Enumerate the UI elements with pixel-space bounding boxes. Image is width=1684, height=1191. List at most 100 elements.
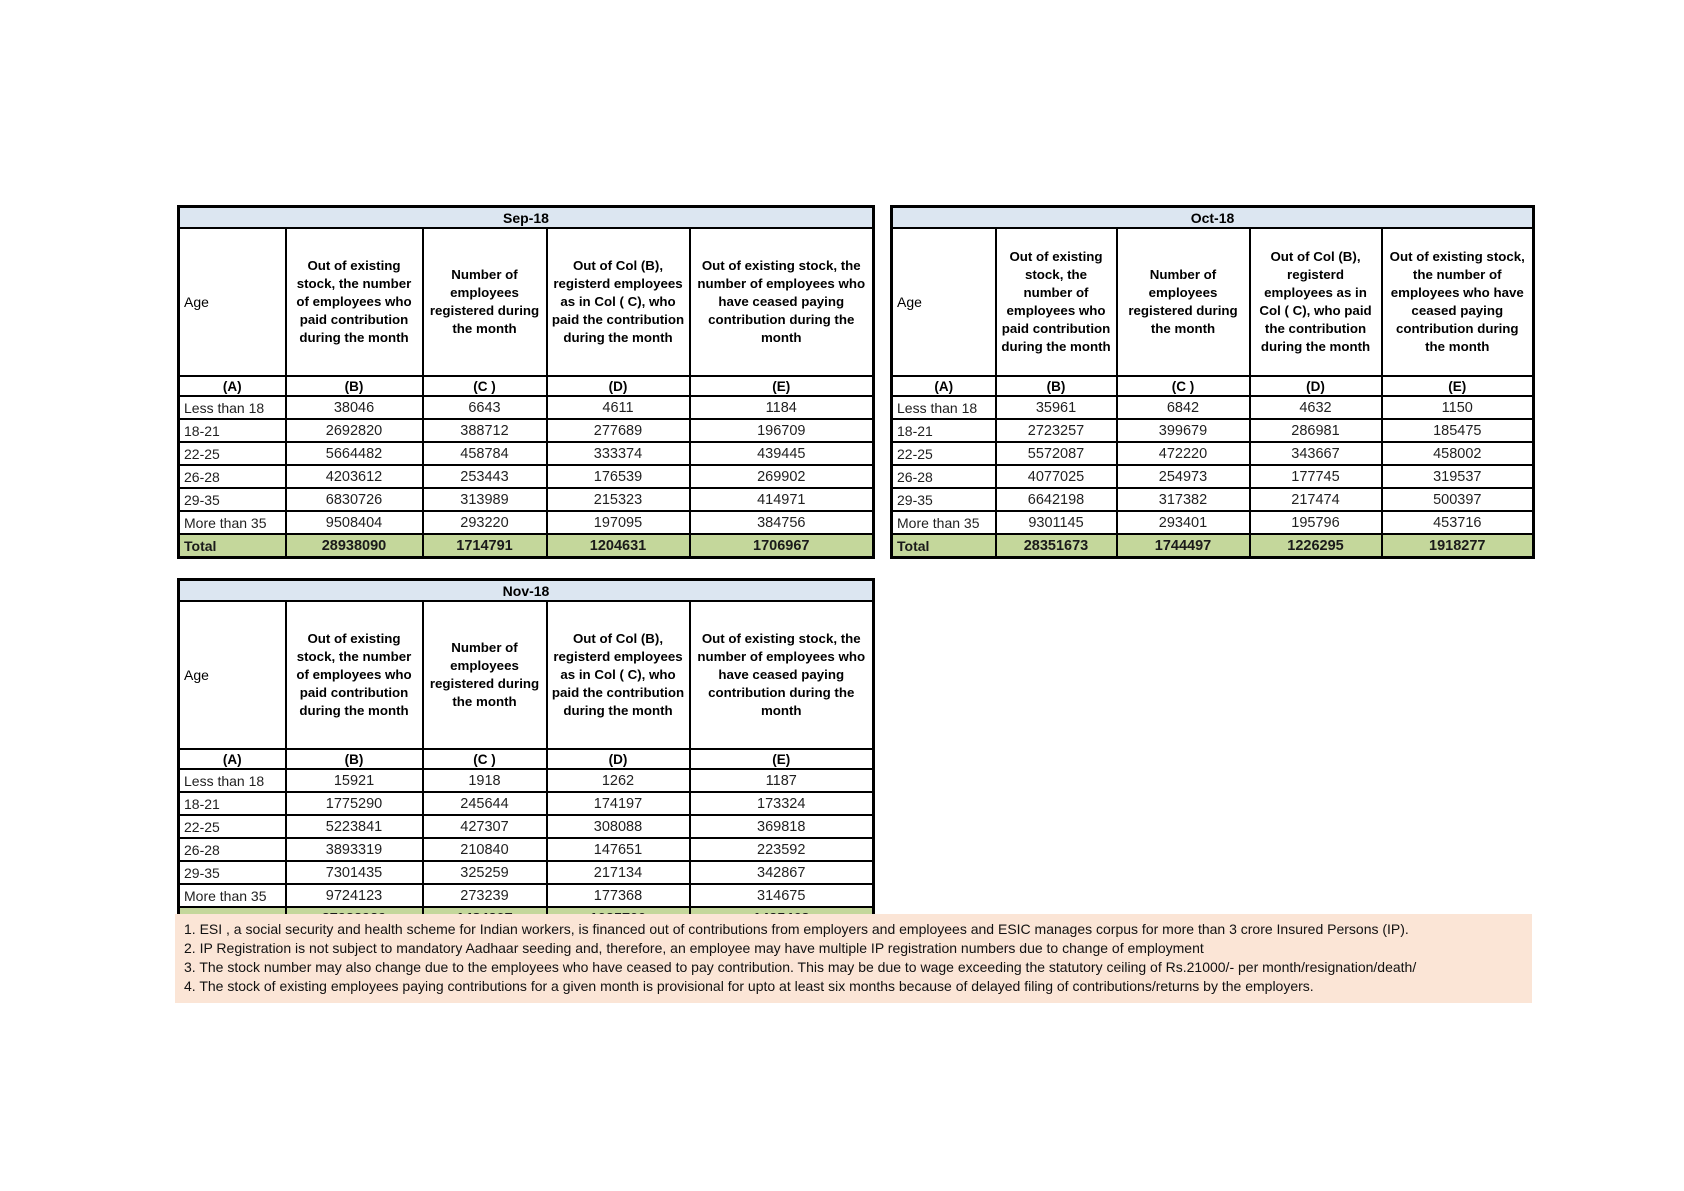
value-cell: 277689 <box>545 418 691 443</box>
value-cell: 314675 <box>688 883 875 908</box>
value-cell: 6642198 <box>994 487 1118 512</box>
table-row: 18-21 2692820 388712 277689 196709 <box>177 418 875 443</box>
col-header-age: Age <box>890 227 997 377</box>
value-cell: 388712 <box>421 418 548 443</box>
col-header-b: Out of existing stock, the number of emp… <box>284 227 424 377</box>
value-cell: 4203612 <box>284 464 424 489</box>
col-letter-d: (D) <box>545 375 691 397</box>
col-header-c: Number of employees registered during th… <box>421 227 548 377</box>
age-label-cell: 29-35 <box>177 860 287 885</box>
footnote-1: 1. ESI , a social security and health sc… <box>184 921 1409 937</box>
footnote-2: 2. IP Registration is not subject to man… <box>184 940 1204 956</box>
value-cell: 245644 <box>421 791 548 816</box>
value-cell: 293220 <box>421 510 548 535</box>
value-cell: 325259 <box>421 860 548 885</box>
value-cell: 293401 <box>1115 510 1251 535</box>
table-row: 29-35 7301435 325259 217134 342867 <box>177 860 875 885</box>
value-cell: 5572087 <box>994 441 1118 466</box>
col-letter-e: (E) <box>1380 375 1535 397</box>
value-cell: 6643 <box>421 395 548 420</box>
col-header-d: Out of Col (B), registerd employees as i… <box>545 227 691 377</box>
age-label-cell: 26-28 <box>890 464 997 489</box>
table-row: More than 35 9724123 273239 177368 314675 <box>177 883 875 908</box>
value-cell: 35961 <box>994 395 1118 420</box>
column-letter-row: (A) (B) (C ) (D) (E) <box>177 375 875 397</box>
col-header-e: Out of existing stock, the number of emp… <box>688 227 875 377</box>
value-cell: 453716 <box>1380 510 1535 535</box>
value-cell: 217474 <box>1248 487 1383 512</box>
value-cell: 427307 <box>421 814 548 839</box>
value-cell: 1714791 <box>421 533 548 559</box>
value-cell: 439445 <box>688 441 875 466</box>
col-header-b: Out of existing stock, the number of emp… <box>994 227 1118 377</box>
age-label-cell: 26-28 <box>177 837 287 862</box>
col-header-age: Age <box>177 600 287 750</box>
value-cell: 3893319 <box>284 837 424 862</box>
table-body: Less than 18 38046 6643 4611 1184 18-21 269282… <box>177 395 875 559</box>
value-cell: 308088 <box>545 814 691 839</box>
col-letter-e: (E) <box>688 748 875 770</box>
value-cell: 9724123 <box>284 883 424 908</box>
col-header-c: Number of employees registered during th… <box>421 600 548 750</box>
value-cell: 176539 <box>545 464 691 489</box>
total-label-cell: Total <box>177 533 287 559</box>
value-cell: 185475 <box>1380 418 1535 443</box>
value-cell: 5664482 <box>284 441 424 466</box>
col-header-e: Out of existing stock, the number of emp… <box>688 600 875 750</box>
age-label-cell: More than 35 <box>890 510 997 535</box>
col-header-b: Out of existing stock, the number of emp… <box>284 600 424 750</box>
value-cell: 7301435 <box>284 860 424 885</box>
table-title: Sep-18 <box>177 205 875 229</box>
col-letter-d: (D) <box>545 748 691 770</box>
value-cell: 342867 <box>688 860 875 885</box>
month-table-oct-18: Oct-18 Age Out of existing stock, the nu… <box>890 205 1536 559</box>
value-cell: 9508404 <box>284 510 424 535</box>
age-label-cell: 22-25 <box>890 441 997 466</box>
value-cell: 458002 <box>1380 441 1535 466</box>
value-cell: 28351673 <box>994 533 1118 559</box>
col-header-d: Out of Col (B), registerd employees as i… <box>545 600 691 750</box>
col-header-e: Out of existing stock, the number of emp… <box>1380 227 1535 377</box>
value-cell: 177745 <box>1248 464 1383 489</box>
table-title: Oct-18 <box>890 205 1535 229</box>
value-cell: 210840 <box>421 837 548 862</box>
value-cell: 254973 <box>1115 464 1251 489</box>
age-label-cell: More than 35 <box>177 883 287 908</box>
month-table-sep-18: Sep-18 Age Out of existing stock, the nu… <box>177 205 876 559</box>
value-cell: 4611 <box>545 395 691 420</box>
value-cell: 399679 <box>1115 418 1251 443</box>
table-row: 22-25 5223841 427307 308088 369818 <box>177 814 875 839</box>
age-label-cell: Less than 18 <box>177 395 287 420</box>
column-letter-row: (A) (B) (C ) (D) (E) <box>890 375 1535 397</box>
col-header-d: Out of Col (B), registerd employees as i… <box>1248 227 1383 377</box>
value-cell: 343667 <box>1248 441 1383 466</box>
value-cell: 414971 <box>688 487 875 512</box>
table-row: 18-21 1775290 245644 174197 173324 <box>177 791 875 816</box>
value-cell: 173324 <box>688 791 875 816</box>
value-cell: 1204631 <box>545 533 691 559</box>
age-label-cell: 18-21 <box>177 791 287 816</box>
value-cell: 177368 <box>545 883 691 908</box>
col-letter-e: (E) <box>688 375 875 397</box>
value-cell: 458784 <box>421 441 548 466</box>
value-cell: 1226295 <box>1248 533 1383 559</box>
table-row: 29-35 6642198 317382 217474 500397 <box>890 487 1535 512</box>
value-cell: 38046 <box>284 395 424 420</box>
age-label-cell: 18-21 <box>890 418 997 443</box>
value-cell: 2723257 <box>994 418 1118 443</box>
table-body: Less than 18 35961 6842 4632 1150 18-21 272325… <box>890 395 1535 559</box>
col-letter-c: (C ) <box>421 375 548 397</box>
value-cell: 317382 <box>1115 487 1251 512</box>
col-letter-b: (B) <box>284 375 424 397</box>
value-cell: 4077025 <box>994 464 1118 489</box>
value-cell: 1775290 <box>284 791 424 816</box>
value-cell: 217134 <box>545 860 691 885</box>
table-header-row: Age Out of existing stock, the number of… <box>890 227 1535 377</box>
value-cell: 28938090 <box>284 533 424 559</box>
value-cell: 333374 <box>545 441 691 466</box>
value-cell: 286981 <box>1248 418 1383 443</box>
column-letter-row: (A) (B) (C ) (D) (E) <box>177 748 875 770</box>
age-label-cell: More than 35 <box>177 510 287 535</box>
table-row: 22-25 5664482 458784 333374 439445 <box>177 441 875 466</box>
col-letter-a: (A) <box>890 375 997 397</box>
